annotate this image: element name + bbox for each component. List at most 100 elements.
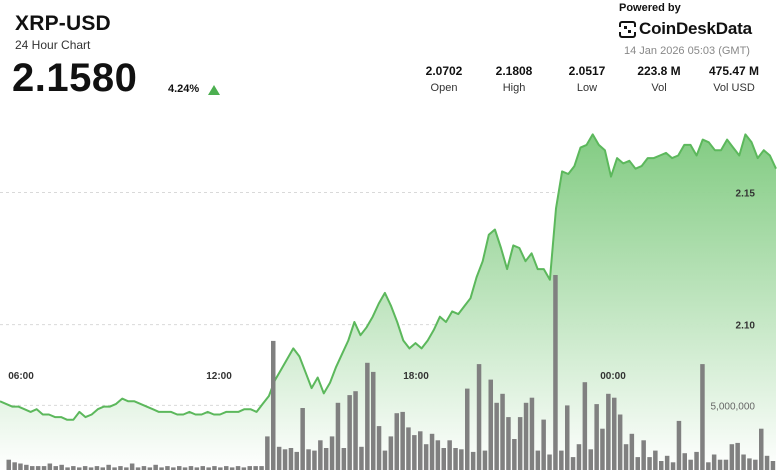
volume-bar <box>194 467 200 470</box>
volume-bar <box>153 464 158 470</box>
volume-bar <box>159 467 164 470</box>
stat-vol-value: 223.8 M <box>637 64 681 78</box>
volume-bar <box>594 404 599 470</box>
volume-bar <box>112 467 117 470</box>
volume-bar <box>629 433 635 470</box>
volume-bar <box>406 427 411 470</box>
stat-open-value: 2.0702 <box>425 64 463 78</box>
volume-bar <box>394 413 399 470</box>
stats-bar: 2.0702 Open 2.1808 High 2.0517 Low 223.8… <box>0 64 780 104</box>
volume-bar <box>129 463 135 470</box>
volume-bar <box>547 454 552 470</box>
volume-bar <box>723 459 729 470</box>
volume-bar <box>47 463 53 470</box>
y-tick-label: 2.15 <box>736 189 756 200</box>
stat-vol-usd: 475.47 M Vol USD <box>694 64 774 94</box>
volume-bar <box>488 379 493 470</box>
volume-bar <box>200 466 205 470</box>
brand-name: CoinDeskData <box>639 19 752 38</box>
volume-bar <box>135 467 141 470</box>
volume-bar <box>494 402 499 470</box>
volume-bar <box>218 467 223 470</box>
volume-bar <box>500 393 505 470</box>
volume-bar <box>382 450 388 470</box>
volume-bar <box>529 397 535 470</box>
volume-bar <box>106 464 111 470</box>
volume-bar <box>717 459 723 470</box>
axis-labels: 2.10 2.15 5,000,000 06:00 12:00 18:00 00:00 <box>8 189 755 413</box>
volume-bar <box>271 340 276 470</box>
volume-bar <box>623 444 629 470</box>
volume-bar <box>224 466 229 470</box>
volume-bar <box>694 451 699 470</box>
volume-bar <box>165 466 170 470</box>
x-tick-label: 00:00 <box>600 371 626 382</box>
volume-bar <box>482 450 488 470</box>
stat-low: 2.0517 Low <box>547 64 627 94</box>
volume-bar <box>682 453 687 470</box>
brand-logo-link[interactable]: CoinDeskData <box>619 19 752 39</box>
volume-bar <box>470 451 476 470</box>
powered-by-label: Powered by <box>619 2 681 14</box>
volume-bar <box>88 467 94 470</box>
volume-bar <box>229 467 235 470</box>
volume-bar <box>753 459 758 470</box>
volume-bar <box>653 450 658 470</box>
chart-subtitle: 24 Hour Chart <box>15 38 91 52</box>
volume-bar <box>12 462 17 470</box>
stat-open: 2.0702 Open <box>404 64 484 94</box>
volume-bar <box>182 467 188 470</box>
volume-bar <box>335 402 341 470</box>
volume-bar <box>388 436 394 470</box>
volume-bar <box>41 466 47 470</box>
volume-bar <box>512 439 517 470</box>
volume-bar <box>353 391 358 470</box>
volume-bar <box>347 395 352 470</box>
volume-bar <box>453 448 458 470</box>
volume-bar <box>535 450 541 470</box>
volume-bar <box>371 371 376 470</box>
volume-bar <box>171 467 176 470</box>
volume-bar <box>6 459 11 470</box>
volume-bar <box>412 435 417 470</box>
volume-bar <box>124 467 129 470</box>
volume-bar <box>235 466 241 470</box>
volume-bar <box>553 275 558 470</box>
stat-high-label: High <box>502 82 526 94</box>
volume-bar <box>212 466 217 470</box>
volume-bar <box>447 440 452 470</box>
stat-low-value: 2.0517 <box>568 64 606 78</box>
up-arrow-icon <box>208 85 220 95</box>
price-area <box>0 133 777 470</box>
volume-bar <box>318 440 323 470</box>
volume-bar <box>94 466 100 470</box>
volume-bar <box>247 466 252 470</box>
volume-bar <box>670 462 676 470</box>
volume-bar <box>441 448 446 470</box>
volume-bar <box>647 457 652 470</box>
current-price: 2.1580 <box>12 56 138 100</box>
volume-bar <box>676 420 682 470</box>
volume-bar <box>206 467 211 470</box>
volume-bar <box>359 446 364 470</box>
volume-bar <box>300 408 305 470</box>
volume-bar <box>711 454 717 470</box>
volume-bar <box>259 466 264 470</box>
volume-bar <box>312 450 317 470</box>
volume-bar <box>476 364 482 470</box>
volume-bar <box>423 444 429 470</box>
volume-bar <box>659 461 664 470</box>
volume-bar <box>147 467 153 470</box>
stat-low-label: Low <box>576 82 598 94</box>
volume-bar <box>523 402 529 470</box>
volume-bar <box>53 466 58 470</box>
volume-bar <box>612 397 617 470</box>
volume-bar <box>688 459 693 470</box>
volume-bar <box>276 446 282 470</box>
price-area-fill <box>0 134 776 470</box>
stat-high: 2.1808 High <box>474 64 554 94</box>
volume-bar <box>706 462 711 470</box>
volume-bar <box>700 364 705 470</box>
volume-bar <box>735 442 740 470</box>
